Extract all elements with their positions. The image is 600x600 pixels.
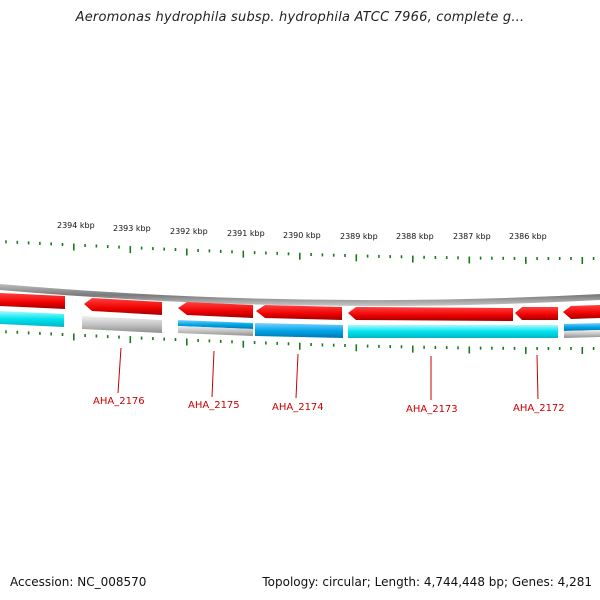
gene-label-aha-2172[interactable]: AHA_2172 [513, 403, 565, 414]
gene-feature-aha-2173[interactable] [348, 307, 513, 321]
gene-feature-aha-2176[interactable] [84, 298, 162, 315]
ruler-label-2390: 2390 kbp [283, 231, 321, 240]
cds-feature-right-gray[interactable] [564, 330, 600, 338]
gene-label-aha-2174[interactable]: AHA_2174 [272, 402, 324, 413]
gene-feature-aha-2174[interactable] [256, 305, 342, 320]
ruler-label-2388: 2388 kbp [396, 232, 434, 241]
cds-feature-aha-2174[interactable] [255, 323, 343, 338]
ruler-label-2387: 2387 kbp [453, 232, 491, 241]
gene-label-aha-2176[interactable]: AHA_2176 [93, 396, 145, 407]
gene-labels: AHA_2176 AHA_2175 AHA_2174 AHA_2173 AHA_… [93, 347, 565, 415]
ruler-label-2389: 2389 kbp [340, 232, 378, 241]
leader-line [295, 353, 299, 399]
ruler-label-2391: 2391 kbp [227, 229, 265, 238]
gene-label-aha-2175[interactable]: AHA_2175 [188, 400, 240, 411]
gene-feature-aha-2172[interactable] [515, 307, 558, 320]
cds-feature-right-blue[interactable] [564, 323, 600, 331]
cds-feature-aha-2176[interactable] [82, 316, 162, 333]
cds-track [0, 311, 600, 338]
ruler-label-2386: 2386 kbp [509, 232, 547, 241]
gene-label-aha-2173[interactable]: AHA_2173 [406, 404, 458, 415]
gene-feature[interactable] [0, 293, 65, 309]
gene-feature[interactable] [563, 305, 600, 319]
map-title: Aeromonas hydrophila subsp. hydrophila A… [75, 10, 525, 25]
cds-feature[interactable] [0, 311, 64, 327]
gene-track [0, 293, 600, 321]
leader-line [211, 350, 215, 398]
leader-line [536, 354, 539, 400]
cds-feature-aha-2175-gray[interactable] [178, 326, 253, 336]
outer-ruler-ticks [5, 240, 595, 264]
cds-feature-aha-2173[interactable] [348, 325, 558, 338]
sequence-backbone [0, 284, 600, 307]
ruler-label-2392: 2392 kbp [170, 227, 208, 236]
leader-line [117, 347, 122, 394]
topology-summary: Topology: circular; Length: 4,744,448 bp… [262, 575, 592, 589]
gene-feature-aha-2175[interactable] [178, 302, 253, 318]
ruler-label-2394: 2394 kbp [57, 221, 95, 230]
accession-text: Accession: NC_008570 [10, 575, 147, 589]
inner-ruler-ticks [5, 330, 595, 354]
ruler-label-2393: 2393 kbp [113, 224, 151, 233]
